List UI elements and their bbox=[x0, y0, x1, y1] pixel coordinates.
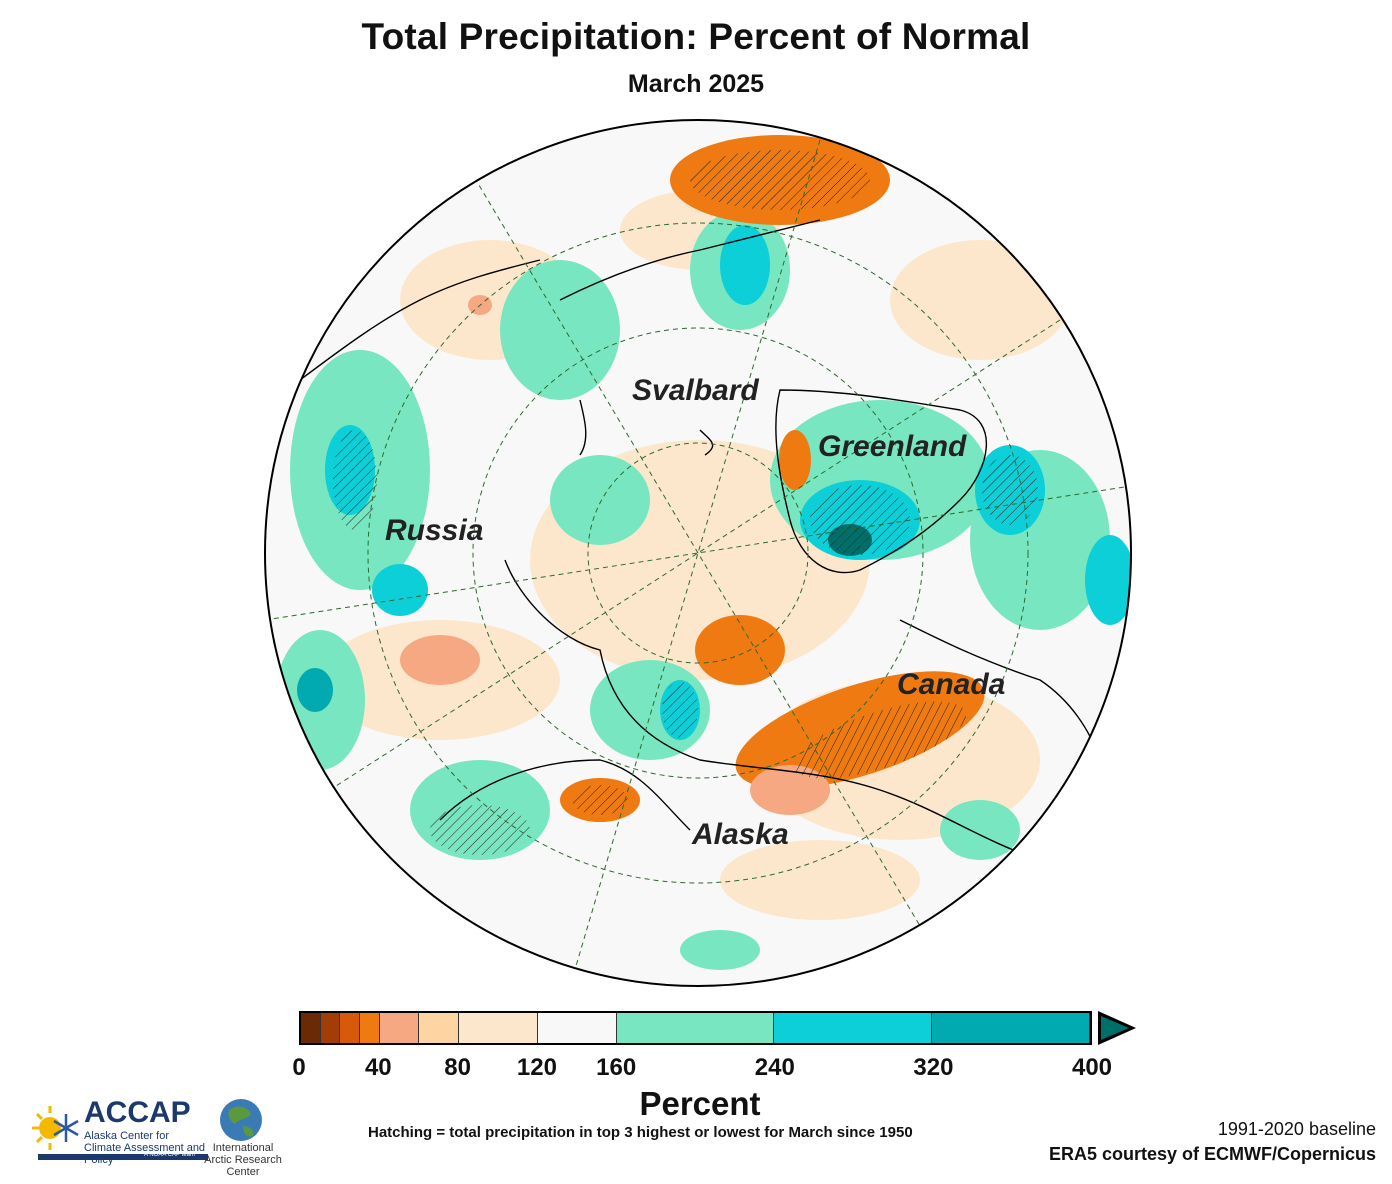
label-canada: Canada bbox=[897, 668, 1006, 701]
graticule bbox=[265, 139, 1131, 967]
globe-icon bbox=[220, 1099, 262, 1141]
iarc-subtitle: International Arctic Research Center bbox=[204, 1142, 282, 1178]
colorbar-tick-label: 160 bbox=[596, 1054, 637, 1081]
label-russia: Russia bbox=[385, 514, 484, 547]
colorbar-segment bbox=[774, 1013, 933, 1043]
accap-subtitle: Alaska Center for Climate Assessment and… bbox=[84, 1130, 206, 1166]
colorbar-segment bbox=[340, 1013, 361, 1043]
label-greenland: Greenland bbox=[818, 430, 967, 463]
accap-noaa: A NOAA CAP team bbox=[144, 1152, 195, 1158]
source-note: ERA5 courtesy of ECMWF/Copernicus bbox=[1048, 1144, 1376, 1164]
colorbar bbox=[299, 1011, 1092, 1045]
chart-subtitle: March 2025 bbox=[627, 70, 765, 98]
map-field bbox=[265, 120, 1131, 986]
colorbar-label: Percent bbox=[639, 1085, 761, 1122]
colorbar-segment bbox=[458, 1013, 538, 1043]
colorbar-segment bbox=[360, 1013, 380, 1043]
hatching-note: Hatching = total precipitation in top 3 … bbox=[368, 1124, 913, 1141]
accap-logo: ACCAP Alaska Center for Climate Assessme… bbox=[28, 1096, 208, 1166]
colorbar-tick-label: 400 bbox=[1071, 1054, 1113, 1081]
accap-bar bbox=[38, 1154, 208, 1160]
colorbar-tick-label: 120 bbox=[516, 1054, 557, 1081]
colorbar-segment bbox=[616, 1013, 775, 1043]
colorbar-tick-label: 0 bbox=[292, 1054, 306, 1081]
label-alaska: Alaska bbox=[692, 818, 789, 851]
colorbar-tick-label: 80 bbox=[444, 1054, 471, 1081]
chart-title: Total Precipitation: Percent of Normal bbox=[361, 16, 1031, 57]
label-svalbard: Svalbard bbox=[632, 374, 759, 407]
colorbar-segment bbox=[419, 1013, 459, 1043]
sun-snowflake-icon bbox=[32, 1106, 79, 1150]
iarc-logo: International Arctic Research Center bbox=[200, 1096, 286, 1178]
colorbar-segment bbox=[301, 1013, 321, 1043]
colorbar-segment bbox=[537, 1013, 617, 1043]
colorbar-segment bbox=[379, 1013, 420, 1043]
baseline-note: 1991-2020 baseline bbox=[1217, 1119, 1376, 1139]
accap-name: ACCAP bbox=[84, 1096, 191, 1129]
map-border bbox=[264, 119, 1132, 987]
colorbar-tick-label: 40 bbox=[364, 1054, 392, 1081]
colorbar-tick-label: 240 bbox=[754, 1054, 795, 1081]
colorbar-segment bbox=[320, 1013, 341, 1043]
colorbar-tick-label: 320 bbox=[913, 1054, 954, 1081]
colorbar-extend-fill bbox=[1101, 1016, 1129, 1040]
colorbar-segment bbox=[932, 1013, 1090, 1043]
coastlines bbox=[299, 219, 1101, 861]
